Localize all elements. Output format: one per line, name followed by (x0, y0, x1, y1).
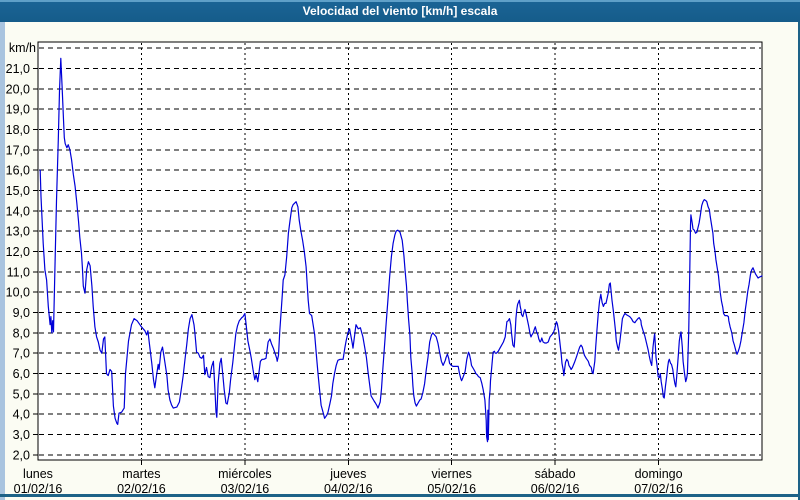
window-right-border (798, 22, 800, 500)
x-date-label: 02/02/16 (117, 482, 166, 496)
y-tick-label: 6,0 (13, 367, 30, 381)
x-date-label: 03/02/16 (221, 482, 270, 496)
y-tick-label: 12,0 (6, 245, 30, 259)
y-tick-label: 7,0 (13, 347, 30, 361)
x-date-label: 04/02/16 (324, 482, 373, 496)
x-date-label: 01/02/16 (14, 482, 63, 496)
y-tick-label: 15,0 (6, 184, 30, 198)
x-date-label: 07/02/16 (634, 482, 683, 496)
y-tick-label: 20,0 (6, 82, 30, 96)
x-day-label: miércoles (218, 467, 272, 481)
y-tick-label: 5,0 (13, 387, 30, 401)
y-tick-label: 3,0 (13, 428, 30, 442)
x-day-label: lunes (23, 467, 53, 481)
x-date-label: 06/02/16 (531, 482, 580, 496)
y-axis-unit-label: km/h (9, 41, 36, 55)
y-tick-label: 4,0 (13, 408, 30, 422)
y-tick-label: 11,0 (7, 265, 30, 279)
x-day-label: domingo (635, 467, 683, 481)
y-tick-label: 10,0 (6, 286, 30, 300)
y-tick-label: 2,0 (13, 448, 30, 462)
window-left-border (0, 22, 5, 500)
y-tick-label: 9,0 (13, 306, 30, 320)
window-title: Velocidad del viento [km/h] escala (302, 4, 498, 18)
y-tick-label: 16,0 (6, 164, 30, 178)
x-date-label: 05/02/16 (427, 482, 476, 496)
x-day-label: sábado (535, 467, 576, 481)
title-bar: Velocidad del viento [km/h] escala (0, 0, 800, 22)
window-bottom-border (0, 494, 800, 497)
x-day-label: jueves (329, 467, 366, 481)
x-day-label: martes (122, 467, 160, 481)
y-tick-label: 17,0 (6, 143, 30, 157)
y-tick-label: 18,0 (6, 123, 30, 137)
y-tick-label: 14,0 (6, 204, 30, 218)
y-tick-label: 21,0 (6, 62, 30, 76)
x-day-label: viernes (432, 467, 472, 481)
wind-speed-line (39, 57, 763, 443)
y-tick-label: 8,0 (13, 326, 30, 340)
y-tick-label: 13,0 (6, 225, 30, 239)
y-tick-label: 19,0 (6, 103, 30, 117)
